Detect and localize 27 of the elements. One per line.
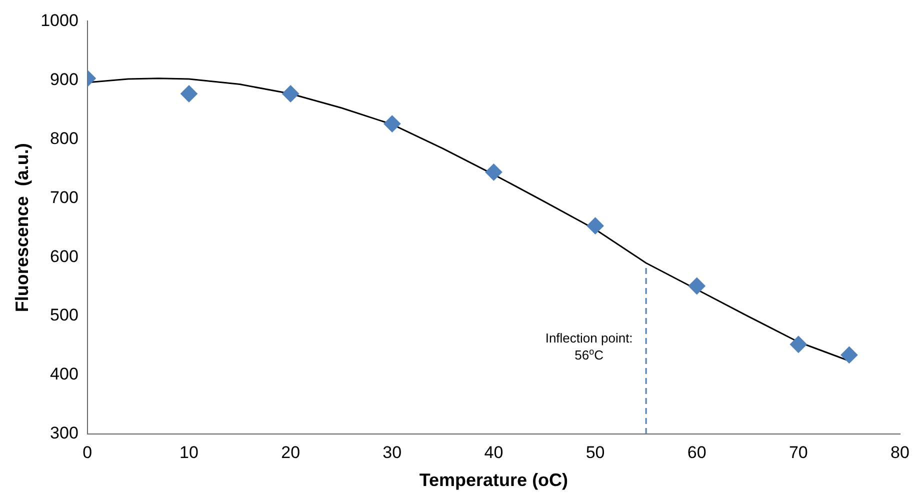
x-tick-label: 80	[890, 442, 910, 462]
y-tick-label: 500	[50, 306, 78, 325]
point	[180, 85, 198, 102]
y-tick-label: 1000	[40, 10, 78, 30]
point	[840, 346, 858, 364]
point	[384, 115, 401, 132]
y-tick-label: 600	[50, 246, 78, 266]
x-tick-label: 10	[180, 442, 198, 462]
y-tick-label: 400	[50, 364, 78, 384]
x-tick-label: 0	[82, 442, 92, 462]
x-axis-title: Temperature (oC)	[419, 470, 568, 490]
y-tick-label: 800	[50, 128, 78, 148]
y-tick-label: 300	[50, 424, 78, 443]
x-tick-label: 20	[281, 442, 300, 462]
point	[688, 277, 706, 294]
x-tick-label: 50	[586, 442, 605, 462]
point	[485, 164, 502, 181]
point	[790, 336, 807, 353]
x-tick-label: 70	[788, 442, 808, 462]
x-tick-label: 30	[382, 442, 402, 462]
y-tick-label: 700	[50, 188, 78, 207]
y-tick-label: 900	[50, 70, 78, 89]
y-axis-title: Fluorescence (a.u.)	[12, 143, 32, 312]
point	[586, 217, 604, 234]
x-tick-label: 40	[484, 442, 504, 462]
point	[282, 85, 300, 102]
x-tick-label: 60	[687, 442, 706, 462]
